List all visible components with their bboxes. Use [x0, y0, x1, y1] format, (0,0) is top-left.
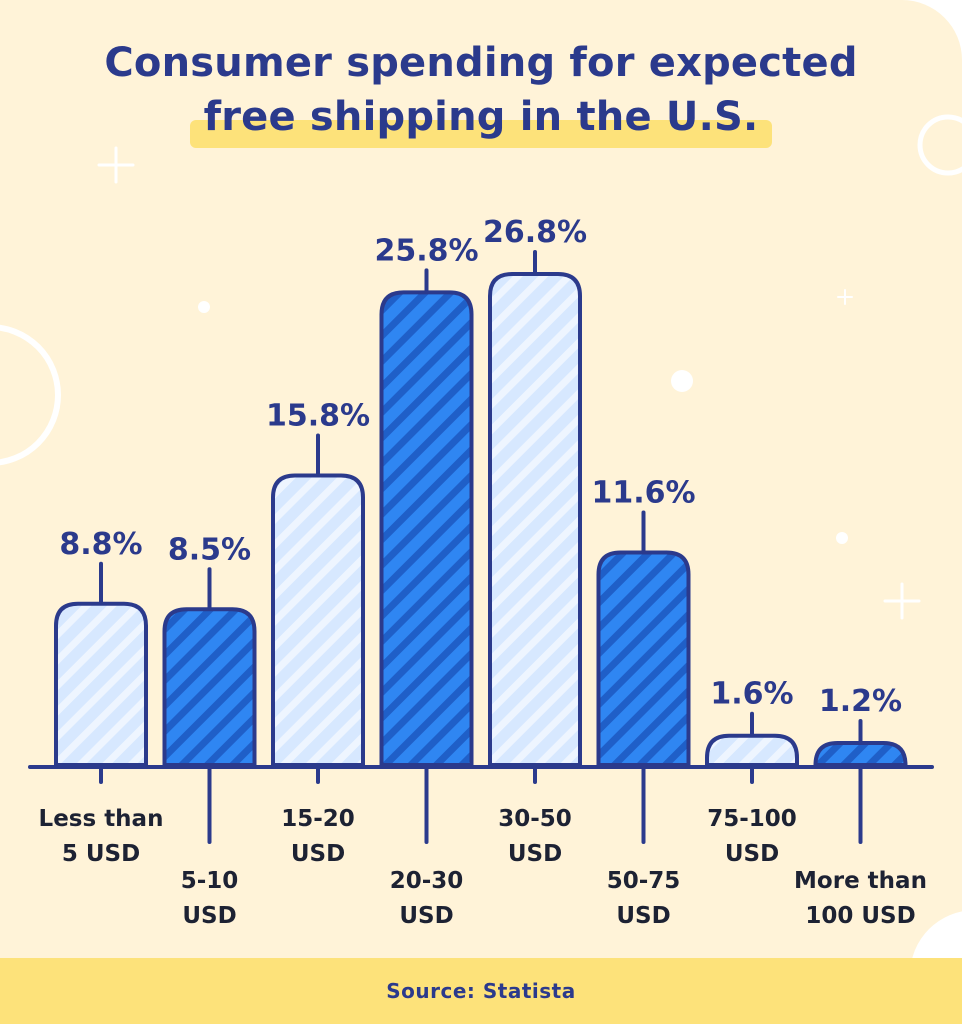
value-label-7: 1.2%	[819, 684, 902, 719]
deco-sparkle-1	[97, 146, 135, 184]
title-line-1: Consumer spending for expected	[104, 40, 858, 86]
value-label-2: 15.8%	[266, 399, 370, 434]
source-label: Source: Statista	[386, 979, 576, 1003]
category-label-7-line-0: More than	[794, 868, 927, 894]
deco-dot-3	[836, 532, 848, 544]
category-label-6-line-0: 75-100	[707, 806, 797, 832]
value-label-0: 8.8%	[59, 527, 142, 562]
deco-dot-2	[198, 301, 210, 313]
value-label-3: 25.8%	[374, 233, 478, 268]
category-label-3-line-0: 20-30	[390, 868, 464, 894]
category-label-3-line-1: USD	[399, 903, 453, 929]
category-label-5-line-0: 50-75	[607, 868, 681, 894]
category-label-7-line-1: 100 USD	[805, 903, 915, 929]
value-label-4: 26.8%	[483, 215, 587, 250]
value-label-1: 8.5%	[168, 532, 251, 567]
bars-group: 8.8% Less than 5 USD 8.5% 5-10 USD 15.8% 15-20 U…	[39, 215, 927, 929]
category-label-2-line-1: USD	[291, 841, 345, 867]
bar-6	[705, 733, 799, 767]
category-label-6-line-1: USD	[725, 841, 779, 867]
category-label-0-line-0: Less than	[39, 806, 164, 832]
category-label-1-line-1: USD	[182, 903, 236, 929]
deco-dot-1	[671, 370, 693, 392]
bar-5	[596, 550, 691, 767]
category-label-5-line-1: USD	[616, 903, 670, 929]
bar-3	[379, 290, 474, 767]
chart-title: Consumer spending for expected free ship…	[0, 36, 962, 148]
deco-sparkle-3	[837, 289, 853, 305]
deco-sparkle-2	[883, 582, 921, 620]
value-label-6: 1.6%	[710, 677, 793, 712]
bar-0	[54, 601, 148, 767]
source-footer: Source: Statista	[0, 958, 962, 1024]
bar-7	[813, 741, 908, 767]
value-label-5: 11.6%	[591, 475, 695, 510]
title-highlight	[189, 120, 773, 148]
category-label-2-line-0: 15-20	[281, 806, 355, 832]
bar-1	[162, 607, 257, 767]
deco-ring-left	[0, 324, 61, 466]
category-label-4-line-0: 30-50	[498, 806, 572, 832]
category-label-0-line-1: 5 USD	[62, 841, 140, 867]
category-label-4-line-1: USD	[508, 841, 562, 867]
deco-ring-top-right	[917, 114, 962, 176]
bar-4	[488, 272, 582, 767]
category-label-1-line-0: 5-10	[181, 868, 239, 894]
title-line-2-text: free shipping in the U.S.	[203, 94, 759, 140]
title-line-2: free shipping in the U.S.	[189, 90, 773, 148]
bar-2	[271, 473, 365, 767]
